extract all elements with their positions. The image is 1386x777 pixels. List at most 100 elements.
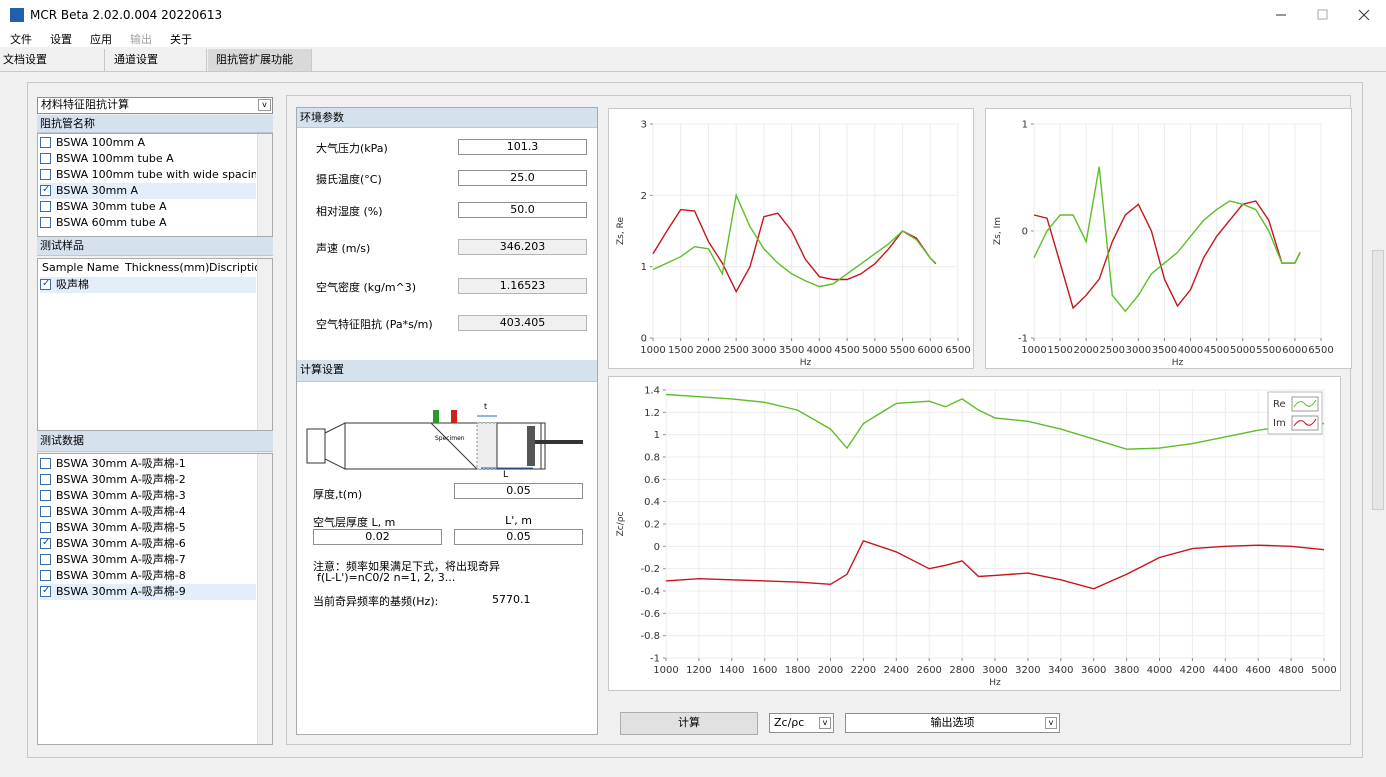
field-input: 1.16523 — [458, 278, 587, 294]
field-input[interactable]: 101.3 — [458, 139, 587, 155]
diagram-label: t — [484, 402, 487, 411]
window-title: MCR Beta 2.02.0.004 20220613 — [30, 8, 223, 22]
work-frame — [286, 95, 1351, 745]
field-input[interactable]: 50.0 — [458, 202, 587, 218]
x-tick-label: 1600 — [752, 665, 777, 676]
scrollbar[interactable] — [257, 134, 272, 236]
plot-area — [652, 123, 959, 339]
air-input[interactable]: 0.02 — [313, 529, 442, 545]
x-tick-label: 5500 — [890, 345, 915, 356]
tab[interactable]: 文档设置 — [0, 49, 105, 71]
y-tick-label: 1.4 — [644, 386, 660, 397]
thickness-input[interactable]: 0.05 — [454, 483, 583, 499]
mode-select[interactable]: Zc/ρc v — [769, 713, 834, 733]
list-row[interactable]: BSWA 100mm tube A — [40, 151, 256, 167]
x-tick-label: 5000 — [1230, 345, 1255, 356]
checkbox[interactable] — [40, 490, 51, 501]
side-scrollbar[interactable] — [1372, 250, 1384, 510]
section-header: 测试样品 — [37, 237, 273, 256]
mode-combobox[interactable]: 材料特征阻抗计算 v — [37, 97, 273, 114]
list-row[interactable]: BSWA 100mm A — [40, 135, 256, 151]
field-input[interactable]: 25.0 — [458, 170, 587, 186]
checkbox[interactable]: ✓ — [40, 537, 51, 549]
list-label: BSWA 30mm A-吸声棉-8 — [56, 569, 186, 582]
x-tick-label: 3000 — [1126, 345, 1151, 356]
menu-item[interactable]: 文件 — [10, 33, 32, 46]
x-tick-label: 4600 — [1245, 665, 1270, 676]
list-row[interactable]: ✓ 吸声棉 — [40, 277, 256, 293]
list-row[interactable]: BSWA 30mm A-吸声棉-2 — [40, 472, 256, 488]
checkbox[interactable] — [40, 506, 51, 517]
tube-list: BSWA 100mm A BSWA 100mm tube A BSWA 100mm … — [37, 133, 273, 237]
x-axis-label: Hz — [989, 678, 1001, 688]
list-row[interactable]: BSWA 30mm A-吸声棉-1 — [40, 456, 256, 472]
window-controls[interactable] — [1270, 6, 1380, 24]
x-axis-label: Hz — [800, 358, 812, 368]
x-tick-label: 4500 — [834, 345, 859, 356]
list-label: BSWA 30mm A-吸声棉-3 — [56, 489, 186, 502]
checkbox[interactable] — [40, 217, 51, 228]
scrollbar[interactable] — [257, 259, 272, 430]
x-tick-label: 1000 — [640, 345, 665, 356]
checkbox[interactable]: ✓ — [40, 278, 51, 290]
checkbox[interactable] — [40, 474, 51, 485]
menu-item[interactable]: 应用 — [90, 33, 112, 46]
field-label: 大气压力(kPa) — [316, 142, 388, 155]
checkbox[interactable]: ✓ — [40, 585, 51, 597]
list-row[interactable]: ✓ BSWA 30mm A-吸声棉-9 — [40, 584, 256, 600]
calc-button[interactable]: 计算 — [620, 712, 758, 735]
list-label: BSWA 30mm A-吸声棉-5 — [56, 521, 186, 534]
checkbox[interactable] — [40, 153, 51, 164]
list-row[interactable]: ✓ BSWA 30mm A — [40, 183, 256, 199]
legend-line — [1293, 399, 1317, 408]
air-input[interactable]: 0.05 — [454, 529, 583, 545]
checkbox[interactable] — [40, 570, 51, 581]
output-select[interactable]: 输出选项 v — [845, 713, 1060, 733]
menu-item[interactable]: 设置 — [50, 33, 72, 46]
diagram-label: Specimen — [435, 435, 465, 442]
list-row[interactable]: BSWA 30mm A-吸声棉-8 — [40, 568, 256, 584]
checkbox[interactable]: ✓ — [40, 184, 51, 196]
checkbox[interactable] — [40, 554, 51, 565]
y-tick-label: 1 — [641, 262, 647, 273]
tab[interactable]: 阻抗管扩展功能 — [208, 49, 312, 71]
checkbox[interactable] — [40, 137, 51, 148]
checkbox[interactable] — [40, 201, 51, 212]
list-row[interactable]: BSWA 100mm tube with wide spacing — [40, 167, 256, 183]
x-tick-label: 2500 — [1100, 345, 1125, 356]
list-row[interactable]: BSWA 60mm tube A — [40, 215, 256, 231]
tab-bar: 文档设置 通道设置 阻抗管扩展功能 — [0, 49, 1386, 72]
scrollbar[interactable] — [257, 454, 272, 744]
list-label: BSWA 30mm A-吸声棉-7 — [56, 553, 186, 566]
x-tick-label: 5000 — [862, 345, 887, 356]
list-row[interactable]: BSWA 30mm A-吸声棉-5 — [40, 520, 256, 536]
checkbox[interactable] — [40, 458, 51, 469]
field-input: 346.203 — [458, 239, 587, 255]
chart: -1 0 1 1000 1500 2000 2500 3000 3500 4000 4500 5000… — [985, 108, 1352, 369]
tab[interactable]: 通道设置 — [106, 49, 207, 71]
field-label: 当前奇异频率的基频(Hz): — [313, 595, 439, 608]
series-line — [665, 539, 1325, 590]
list-row[interactable]: ✓ BSWA 30mm A-吸声棉-6 — [40, 536, 256, 552]
series-line — [1033, 200, 1301, 310]
y-tick-label: -0.2 — [640, 564, 660, 575]
y-tick-label: 0 — [1022, 227, 1028, 238]
check-mark: ✓ — [42, 585, 51, 596]
field-label: L', m — [505, 514, 532, 527]
menu-item[interactable]: 输出 — [130, 33, 152, 46]
list-row[interactable]: BSWA 30mm A-吸声棉-3 — [40, 488, 256, 504]
menu-item[interactable]: 关于 — [170, 33, 192, 46]
list-row[interactable]: BSWA 30mm A-吸声棉-4 — [40, 504, 256, 520]
list-label: BSWA 30mm A-吸声棉-2 — [56, 473, 186, 486]
list-label: BSWA 100mm A — [56, 136, 146, 149]
checkbox[interactable] — [40, 169, 51, 180]
list-label: BSWA 60mm tube A — [56, 216, 167, 229]
column-header: Sample Name — [42, 261, 120, 274]
select-text: 输出选项 — [930, 716, 975, 729]
list-row[interactable]: BSWA 30mm A-吸声棉-7 — [40, 552, 256, 568]
checkbox[interactable] — [40, 522, 51, 533]
mode-text: 材料特征阻抗计算 — [41, 98, 129, 111]
list-row[interactable]: BSWA 30mm tube A — [40, 199, 256, 215]
section-header: 阻抗管名称 — [37, 115, 273, 133]
